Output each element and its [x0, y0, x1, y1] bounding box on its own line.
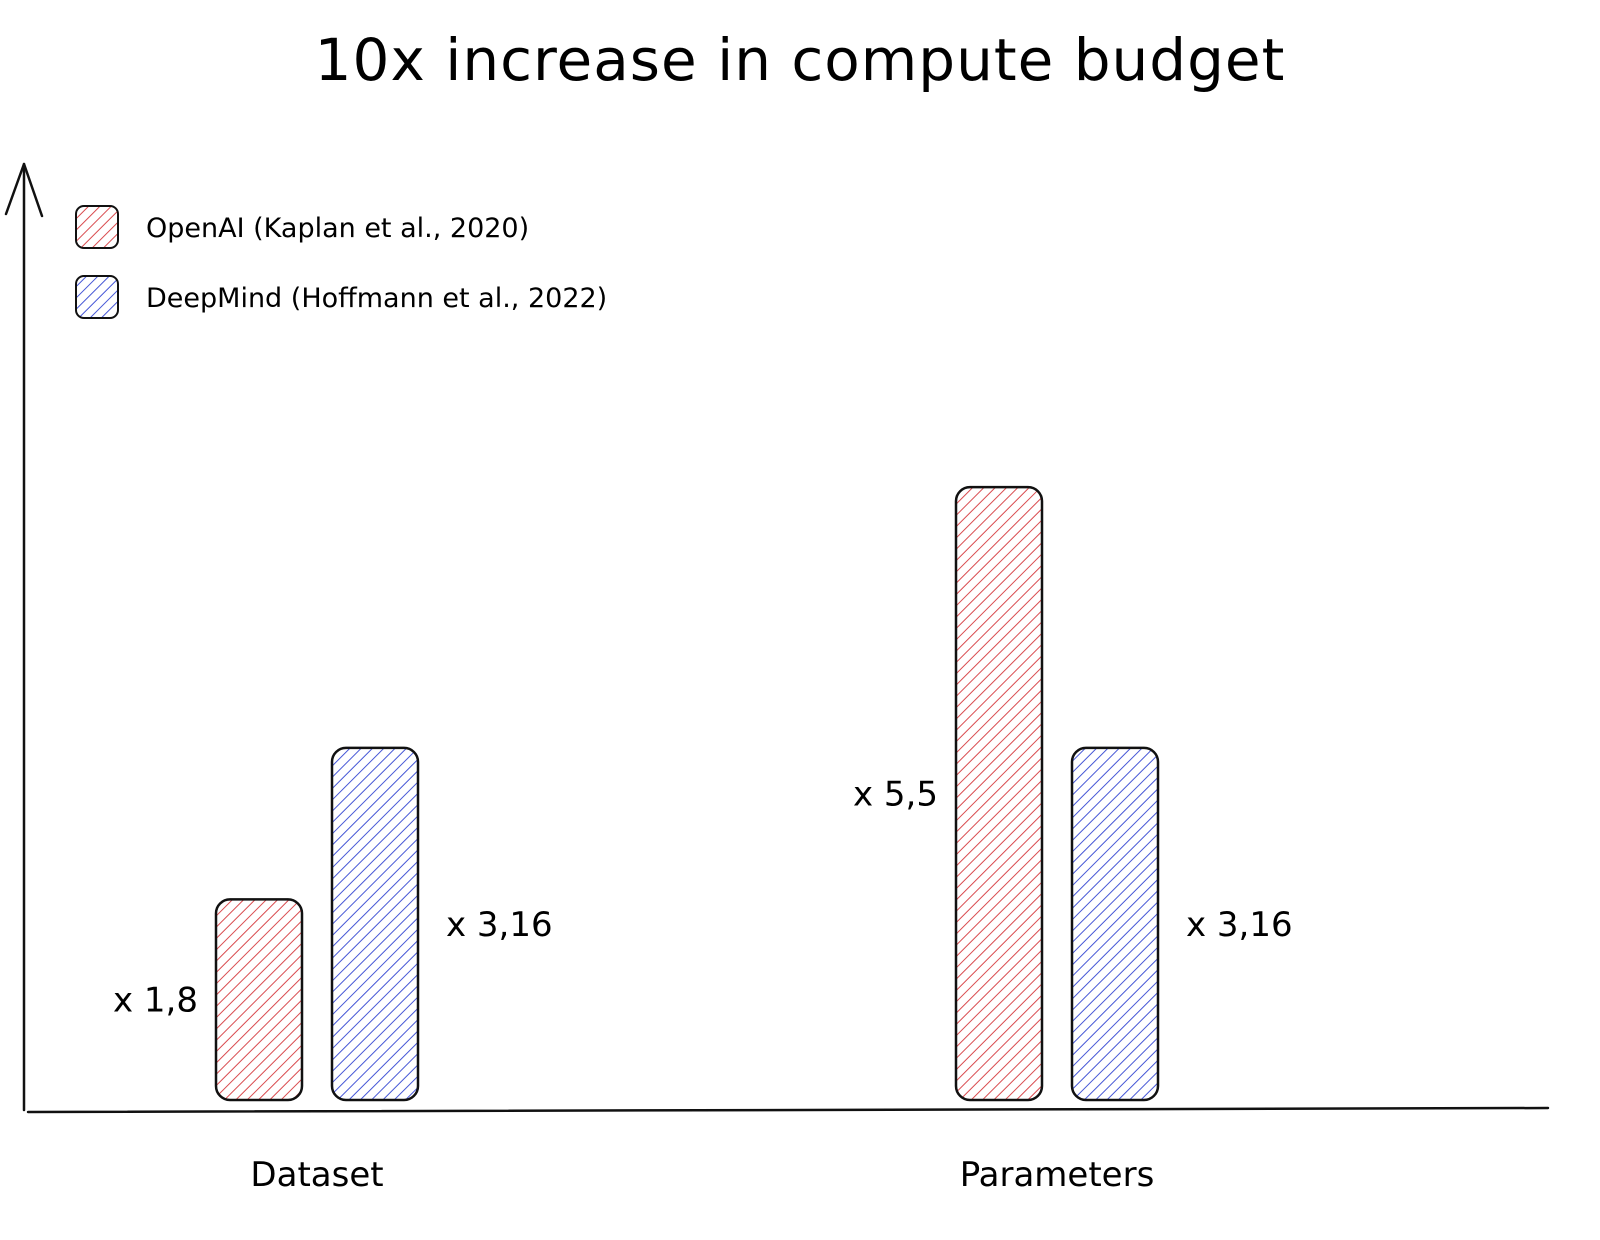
category-label-parameters: Parameters [960, 1155, 1155, 1195]
x-axis [26, 1106, 1550, 1114]
legend-swatch-series-1 [75, 205, 119, 249]
bar-dataset-series-1 [214, 898, 304, 1102]
data-label-dataset-series-2: x 3,16 [446, 905, 553, 945]
bars-group [214, 485, 1160, 1102]
bar-parameters-series-1 [954, 485, 1044, 1102]
legend-swatch-series-2 [75, 275, 119, 319]
chart-title: 10x increase in compute budget [315, 26, 1286, 94]
data-label-dataset-series-1: x 1,8 [113, 981, 198, 1021]
legend: OpenAI (Kaplan et al., 2020) DeepMind (Ho… [75, 205, 607, 319]
category-labels-group: Dataset Parameters [250, 1155, 1154, 1195]
category-label-dataset: Dataset [250, 1155, 383, 1195]
bar-parameters-series-2 [1070, 746, 1160, 1102]
data-label-parameters-series-1: x 5,5 [853, 775, 938, 815]
data-label-parameters-series-2: x 3,16 [1186, 905, 1293, 945]
data-labels-group: x 1,8 x 3,16 x 5,5 x 3,16 [113, 775, 1293, 1021]
y-axis [4, 162, 44, 1112]
legend-label-series-1: OpenAI (Kaplan et al., 2020) [146, 213, 529, 244]
bar-dataset-series-2 [330, 746, 420, 1102]
legend-label-series-2: DeepMind (Hoffmann et al., 2022) [146, 283, 607, 314]
